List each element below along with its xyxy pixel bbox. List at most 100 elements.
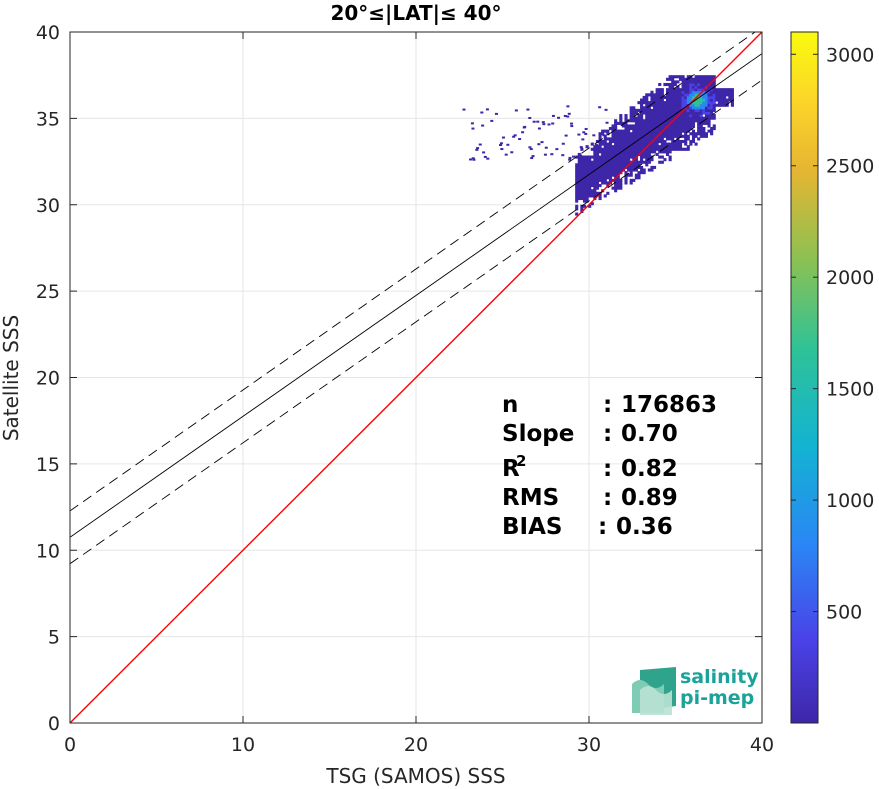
density-cell — [673, 88, 677, 92]
density-cell — [590, 173, 594, 177]
density-cell — [655, 129, 659, 133]
density-cell — [660, 137, 664, 141]
density-cell — [585, 196, 589, 201]
density-cell — [647, 129, 651, 133]
density-cell — [681, 106, 685, 110]
density-cell — [577, 158, 581, 162]
density-cell — [629, 139, 633, 144]
density-cell — [691, 103, 696, 107]
density-cell — [642, 119, 646, 123]
density-cell — [710, 114, 714, 118]
density-cell — [691, 88, 696, 92]
density-cell — [658, 150, 662, 154]
density-cell — [681, 90, 685, 94]
density-cell — [624, 145, 628, 149]
density-cell — [704, 103, 709, 107]
density-cell — [619, 132, 623, 136]
density-cell — [632, 163, 636, 167]
density-cell — [566, 115, 570, 118]
density-cell — [580, 160, 584, 164]
density-cell — [681, 116, 685, 120]
density-cell — [645, 116, 649, 120]
density-cell — [640, 106, 644, 110]
density-cell — [650, 121, 654, 125]
density-cell — [567, 112, 571, 115]
density-cell — [577, 152, 581, 157]
axis-ticks: 0 10 20 30 40 0 5 10 15 20 25 30 35 40 — [36, 22, 774, 756]
density-cell — [647, 147, 651, 151]
x-axis-label: TSG (SAMOS) SSS — [325, 764, 505, 788]
density-cell — [632, 155, 636, 159]
density-cell — [671, 111, 675, 115]
density-cell — [704, 82, 709, 87]
density-cell — [611, 150, 615, 154]
density-cell — [658, 155, 662, 159]
density-cell — [637, 101, 641, 105]
density-cell — [702, 80, 706, 84]
density-cell — [500, 148, 504, 151]
logo-line1: salinity — [680, 666, 759, 688]
density-cell — [691, 90, 696, 94]
density-cell — [471, 157, 475, 160]
density-cell — [593, 150, 597, 153]
density-cell — [619, 163, 623, 167]
density-cell — [629, 134, 633, 138]
density-cell — [637, 147, 641, 151]
density-cell — [526, 108, 530, 111]
stat-separator: : — [603, 456, 612, 482]
density-cell — [640, 111, 644, 115]
density-cell — [676, 106, 680, 110]
density-cell — [601, 150, 605, 154]
density-cell — [660, 103, 664, 107]
density-cell — [660, 108, 664, 112]
density-cell — [611, 173, 615, 177]
density-cell — [673, 121, 677, 125]
density-cell — [601, 171, 605, 175]
density-cell — [616, 142, 620, 146]
density-cell — [684, 77, 688, 81]
density-cell — [603, 150, 607, 154]
density-cell — [611, 147, 615, 151]
density-cell — [577, 176, 581, 180]
density-cell — [689, 124, 693, 128]
density-cell — [653, 111, 657, 115]
density-cell — [637, 171, 641, 175]
density-cell — [650, 103, 654, 107]
density-cell — [660, 132, 664, 136]
density-cell — [629, 152, 633, 157]
density-cell — [530, 157, 534, 160]
density-cell — [689, 85, 693, 89]
density-cell — [691, 114, 696, 118]
density-cell — [603, 171, 607, 175]
density-cell — [681, 95, 685, 100]
density-cell — [614, 124, 618, 128]
density-cell — [632, 137, 636, 141]
density-cell — [673, 139, 677, 144]
density-cell — [637, 137, 641, 141]
density-cell — [619, 116, 623, 120]
density-cell — [619, 142, 623, 146]
density-cell — [681, 147, 685, 151]
density-cell — [616, 186, 620, 190]
density-cell — [684, 142, 688, 146]
density-cell — [616, 171, 620, 175]
density-cell — [691, 124, 696, 128]
density-cell — [673, 103, 677, 107]
density-cell — [707, 103, 711, 107]
density-cell — [614, 173, 618, 177]
density-cell — [673, 108, 677, 112]
density-cell — [723, 90, 727, 94]
density-cell — [686, 85, 690, 89]
density-cell — [694, 77, 698, 81]
density-cell — [712, 88, 716, 92]
density-cell — [624, 176, 628, 180]
density-cell — [704, 101, 709, 105]
density-cell — [624, 163, 628, 167]
density-cell — [684, 119, 688, 123]
density-cell — [655, 93, 659, 97]
density-cell — [728, 93, 732, 97]
density-cell — [684, 95, 688, 100]
density-cell — [619, 129, 623, 133]
density-cell — [627, 137, 631, 141]
density-cell — [593, 165, 597, 169]
